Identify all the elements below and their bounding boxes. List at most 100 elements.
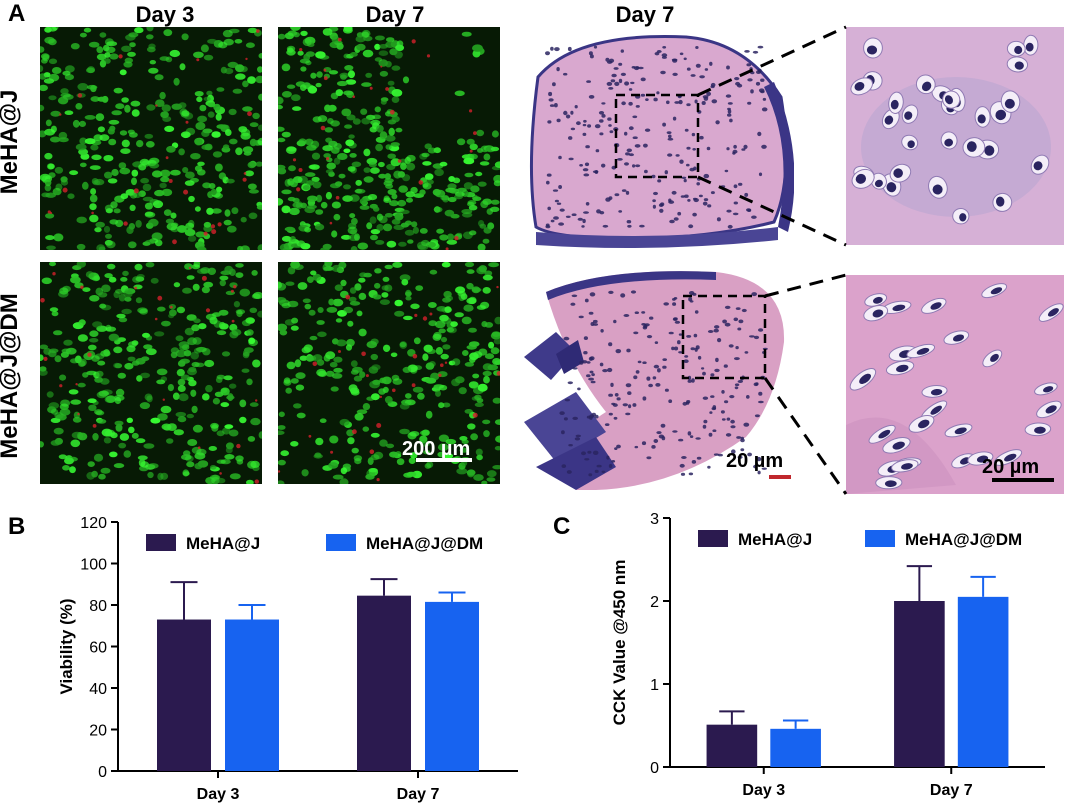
nucleus bbox=[688, 224, 694, 229]
live-cell bbox=[88, 344, 97, 351]
nucleus bbox=[724, 169, 729, 173]
live-cell bbox=[203, 54, 214, 61]
live-cell bbox=[40, 441, 44, 448]
live-cell bbox=[216, 430, 225, 437]
dead-cell bbox=[236, 443, 241, 449]
live-cell bbox=[324, 127, 333, 133]
dead-cell bbox=[205, 308, 211, 313]
nucleus bbox=[677, 340, 681, 345]
live-cell bbox=[118, 317, 128, 323]
live-cell bbox=[312, 116, 322, 123]
live-cell bbox=[178, 393, 189, 402]
live-cell bbox=[470, 433, 478, 441]
live-cell bbox=[440, 353, 449, 360]
live-cell bbox=[399, 341, 407, 348]
live-cell bbox=[105, 233, 112, 239]
dead-cell bbox=[40, 298, 45, 303]
dead-cell bbox=[369, 86, 373, 90]
tissue-zoom bbox=[846, 275, 1064, 494]
live-cell bbox=[359, 205, 370, 210]
live-cell bbox=[490, 146, 500, 152]
nucleus bbox=[570, 127, 576, 131]
nucleus bbox=[594, 469, 599, 473]
nucleus bbox=[662, 46, 667, 49]
nucleus bbox=[666, 100, 670, 105]
nucleus bbox=[620, 49, 624, 53]
nucleus bbox=[738, 319, 744, 324]
live-cell bbox=[239, 288, 251, 297]
live-cell bbox=[424, 143, 432, 150]
y-axis-label: CCK Value @450 nm bbox=[610, 560, 629, 726]
nucleus bbox=[681, 456, 687, 459]
nucleus bbox=[753, 335, 760, 340]
nucleus bbox=[570, 110, 574, 115]
dead-cell bbox=[496, 285, 499, 289]
live-cell bbox=[48, 350, 57, 358]
live-cell bbox=[425, 362, 435, 370]
nucleus bbox=[653, 364, 660, 369]
nucleus bbox=[656, 91, 660, 95]
live-cell bbox=[391, 65, 401, 71]
dead-cell bbox=[352, 95, 356, 98]
nucleus bbox=[635, 164, 641, 168]
nucleus bbox=[592, 450, 599, 455]
nucleus bbox=[618, 210, 623, 213]
live-cell bbox=[48, 58, 58, 65]
live-cell bbox=[228, 429, 239, 437]
nucleus bbox=[761, 144, 767, 149]
live-cell bbox=[287, 300, 299, 308]
live-cell bbox=[287, 196, 296, 202]
live-cell bbox=[229, 473, 241, 480]
live-cell bbox=[59, 403, 69, 411]
live-cell bbox=[58, 454, 67, 460]
live-cell bbox=[436, 228, 444, 234]
live-cell bbox=[53, 427, 64, 435]
live-cell bbox=[474, 402, 484, 407]
live-cell bbox=[248, 212, 258, 220]
nucleus bbox=[568, 157, 574, 161]
live-cell bbox=[89, 203, 97, 211]
nucleus bbox=[714, 325, 720, 329]
dead-cell bbox=[392, 388, 396, 393]
live-cell bbox=[161, 104, 171, 112]
live-cell bbox=[378, 50, 389, 56]
live-cell bbox=[218, 172, 227, 180]
dead-cell bbox=[233, 285, 237, 289]
live-cell bbox=[146, 46, 156, 53]
live-cell bbox=[167, 423, 177, 431]
dead-cell bbox=[323, 76, 328, 81]
live-cell bbox=[89, 295, 100, 302]
nucleus bbox=[686, 67, 691, 71]
live-cell bbox=[48, 38, 57, 46]
nucleus bbox=[758, 328, 764, 332]
scale-bar-line bbox=[992, 478, 1054, 482]
live-cell bbox=[131, 177, 137, 186]
bar bbox=[425, 601, 479, 771]
live-cell bbox=[201, 286, 210, 294]
live-cell bbox=[468, 327, 477, 333]
live-cell bbox=[491, 331, 500, 337]
live-cell bbox=[346, 114, 356, 121]
nucleus bbox=[663, 302, 669, 306]
live-cell bbox=[481, 480, 488, 484]
live-cell bbox=[86, 471, 95, 480]
live-cell bbox=[193, 347, 202, 354]
live-cell bbox=[131, 109, 140, 117]
nucleus bbox=[1033, 161, 1043, 171]
live-cell bbox=[464, 172, 474, 178]
nucleus bbox=[873, 296, 883, 304]
nucleus bbox=[712, 405, 717, 410]
nucleus bbox=[703, 198, 709, 202]
nucleus bbox=[758, 400, 764, 404]
nucleus bbox=[744, 50, 750, 53]
live-cell bbox=[476, 129, 485, 137]
live-cell bbox=[295, 372, 306, 379]
nucleus bbox=[755, 81, 761, 86]
nucleus bbox=[674, 101, 680, 104]
nucleus bbox=[584, 458, 590, 461]
live-cell bbox=[59, 408, 71, 416]
live-cell bbox=[202, 348, 211, 356]
nucleus bbox=[626, 148, 632, 153]
nucleus bbox=[610, 79, 616, 83]
